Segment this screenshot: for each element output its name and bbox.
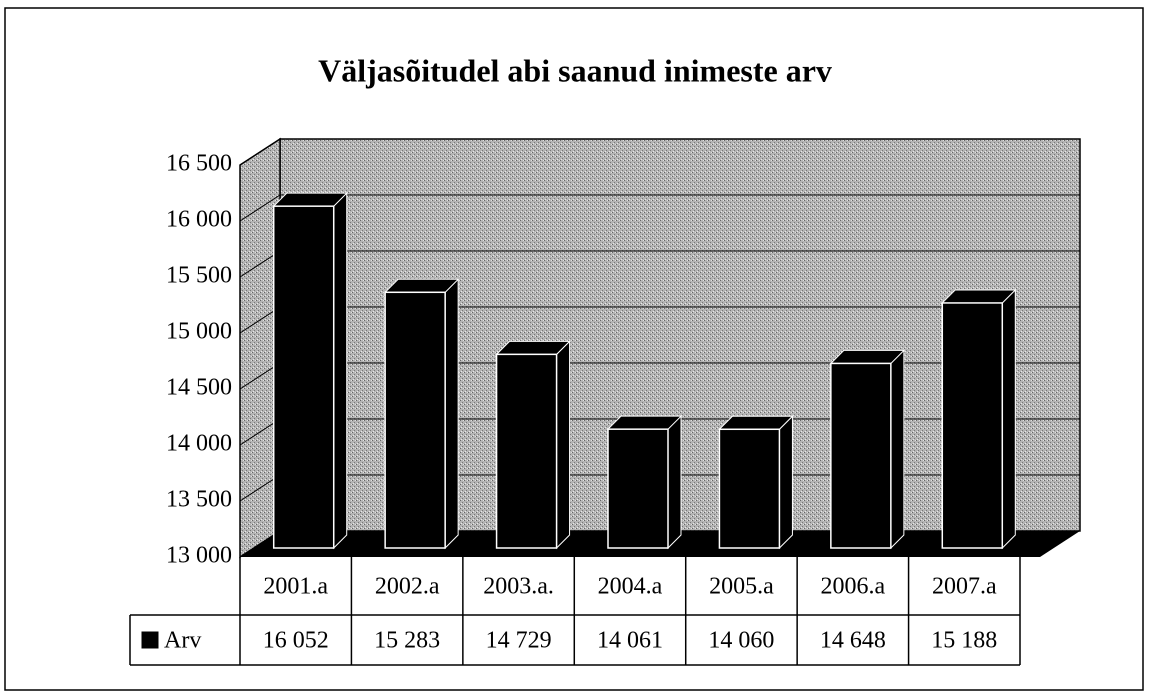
- y-tick-label: 16 500: [166, 151, 232, 177]
- bar: [607, 428, 669, 549]
- bar-side: [1001, 288, 1016, 550]
- x-tick-label: 2005.a: [709, 574, 774, 600]
- table-value: 16 052: [263, 628, 329, 654]
- y-tick-label: 16 000: [166, 207, 232, 233]
- bar-side: [778, 415, 793, 550]
- bar-top: [383, 278, 460, 293]
- y-tick-label: 13 000: [166, 543, 232, 569]
- bar: [941, 302, 1004, 549]
- grid-line: [239, 138, 281, 166]
- grid-line: [239, 194, 281, 222]
- x-tick-label: 2001.a: [263, 574, 328, 600]
- x-tick-label: 2002.a: [375, 574, 440, 600]
- bar-side: [890, 349, 905, 550]
- x-tick-label: 2006.a: [821, 574, 886, 600]
- table-value: 14 729: [486, 628, 552, 654]
- bar-top: [606, 415, 683, 430]
- bar: [384, 291, 446, 549]
- bar-side: [444, 278, 459, 550]
- y-tick-label: 15 500: [166, 263, 232, 289]
- chart-title: Väljasõitudel abi saanud inimeste arv: [318, 52, 832, 88]
- legend-label: Arv: [164, 628, 201, 654]
- bar: [830, 362, 892, 549]
- bar-top: [272, 192, 348, 207]
- table-value: 15 188: [931, 628, 997, 654]
- x-tick-label: 2007.a: [932, 574, 997, 600]
- bar: [718, 428, 781, 549]
- legend-swatch: [141, 631, 159, 649]
- bar-top: [495, 340, 571, 355]
- table-value: 15 283: [374, 628, 440, 654]
- bar-side: [333, 191, 348, 550]
- bar-top: [941, 289, 1017, 304]
- y-tick-label: 15 000: [166, 319, 232, 345]
- x-tick-label: 2004.a: [598, 574, 663, 600]
- y-tick-label: 14 500: [166, 375, 232, 401]
- bar: [495, 353, 558, 549]
- bar-top: [718, 415, 794, 430]
- bar-top: [829, 349, 906, 364]
- x-tick-label: 2003.a.: [483, 574, 554, 600]
- bar-side: [667, 414, 682, 550]
- table-value: 14 060: [708, 628, 774, 654]
- y-tick-label: 14 000: [166, 431, 232, 457]
- bar-side: [556, 340, 571, 550]
- y-tick-label: 13 500: [166, 487, 232, 513]
- table-value: 14 061: [597, 628, 663, 654]
- bar: [272, 205, 335, 549]
- table-value: 14 648: [820, 628, 886, 654]
